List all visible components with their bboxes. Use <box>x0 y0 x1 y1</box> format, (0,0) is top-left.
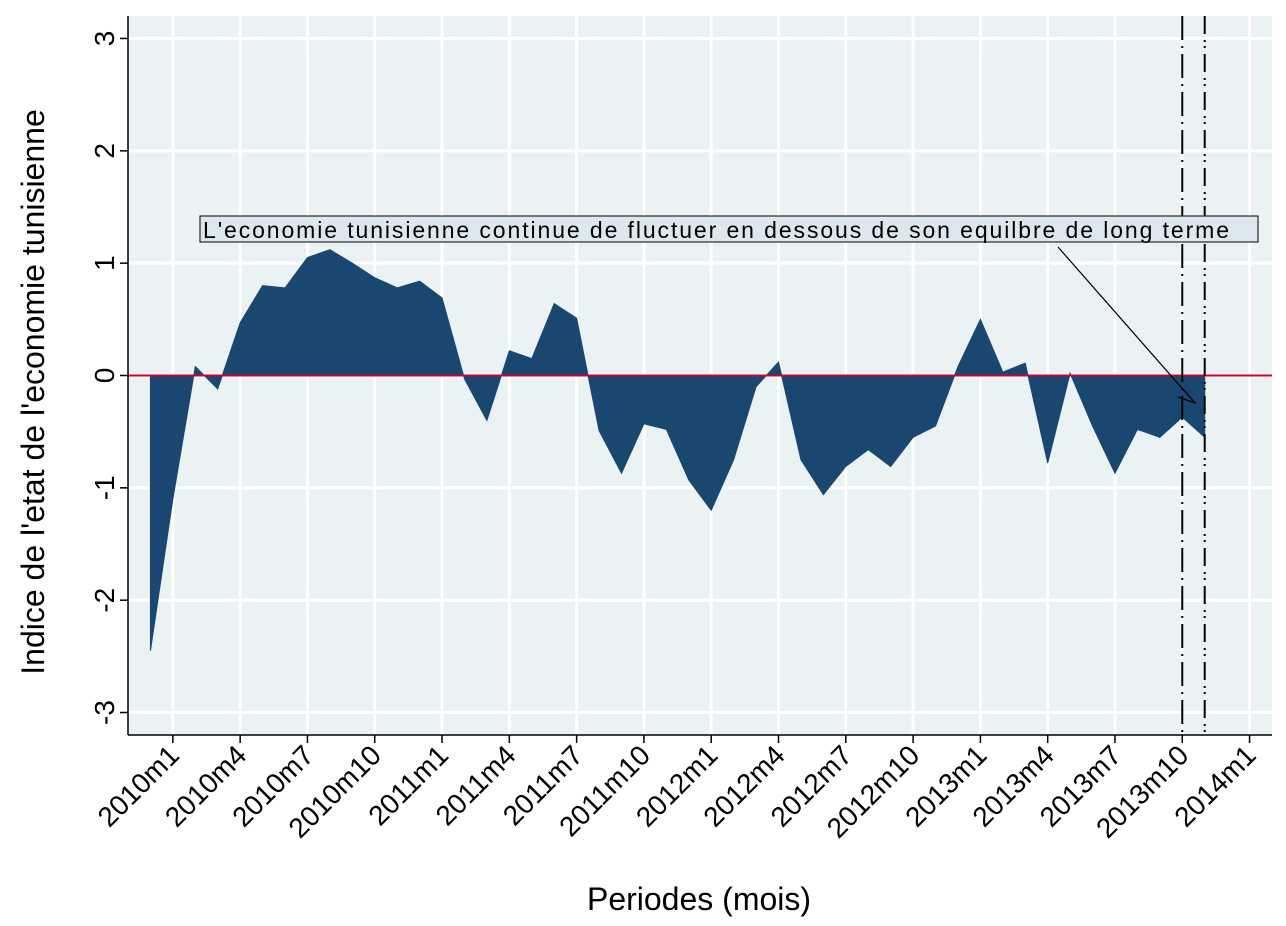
annotation-arrow <box>1057 246 1196 404</box>
y-tick-label: 1 <box>89 255 120 271</box>
annotation: L'economie tunisienne continue de fluctu… <box>203 217 1229 243</box>
y-tick-label: 0 <box>89 368 120 384</box>
y-tick-label: -1 <box>89 475 120 500</box>
area <box>149 249 1206 651</box>
y-tick-label: -2 <box>89 588 120 613</box>
y-tick-label: 3 <box>89 31 120 47</box>
y-tick-label: -3 <box>89 700 120 725</box>
arrow-head <box>1177 388 1197 405</box>
annotation-box <box>199 215 1259 243</box>
x-axis-title: Periodes (mois) <box>587 881 811 917</box>
y-tick-label: 2 <box>89 143 120 159</box>
y-axis-title: Indice de l'etat de l'economie tunisienn… <box>15 109 51 674</box>
